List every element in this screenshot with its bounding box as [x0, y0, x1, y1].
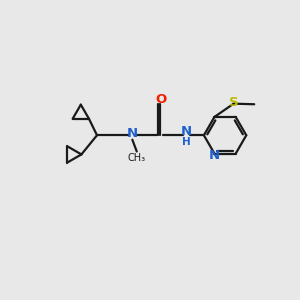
Text: N: N [127, 127, 138, 140]
Text: S: S [229, 96, 238, 109]
Text: H: H [182, 137, 191, 147]
Text: CH₃: CH₃ [128, 153, 146, 163]
Text: N: N [209, 148, 220, 162]
Text: O: O [155, 93, 166, 106]
Text: N: N [181, 125, 192, 138]
